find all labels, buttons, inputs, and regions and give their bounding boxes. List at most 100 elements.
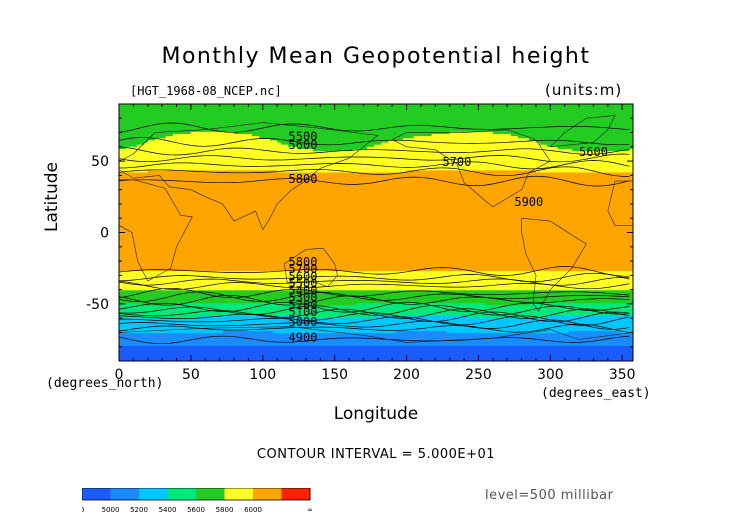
height-cell bbox=[154, 127, 160, 131]
height-cell bbox=[471, 166, 476, 169]
height-cell bbox=[625, 118, 630, 122]
height-cell bbox=[320, 127, 325, 131]
height-cell bbox=[417, 133, 422, 137]
height-cell bbox=[208, 151, 214, 154]
height-cell bbox=[172, 131, 178, 135]
height-cell bbox=[503, 163, 508, 167]
height-cell bbox=[352, 127, 357, 131]
height-cell bbox=[485, 138, 490, 142]
height-cell bbox=[187, 129, 192, 133]
height-cell bbox=[313, 170, 318, 174]
height-cell bbox=[410, 116, 415, 120]
height-cell bbox=[471, 133, 476, 137]
height-cell bbox=[327, 104, 332, 107]
height-cell bbox=[334, 159, 339, 163]
height-cell bbox=[568, 176, 573, 180]
height-cell bbox=[413, 123, 418, 127]
height-cell bbox=[356, 176, 361, 180]
height-cell bbox=[183, 174, 188, 178]
height-cell bbox=[395, 104, 400, 107]
height-cell bbox=[564, 116, 569, 120]
height-cell bbox=[291, 125, 296, 129]
height-cell bbox=[438, 112, 444, 116]
height-cell bbox=[230, 136, 235, 139]
height-cell bbox=[431, 168, 436, 171]
height-cell bbox=[316, 157, 321, 161]
height-cell bbox=[615, 144, 620, 148]
height-cell bbox=[604, 155, 609, 159]
height-cell bbox=[564, 170, 569, 174]
height-cell bbox=[226, 138, 232, 142]
height-cell bbox=[593, 146, 598, 150]
height-cell bbox=[172, 144, 178, 148]
height-cell bbox=[575, 172, 580, 176]
height-cell bbox=[453, 133, 458, 137]
height-cell bbox=[464, 133, 469, 137]
height-cell bbox=[273, 136, 278, 139]
height-cell bbox=[323, 131, 329, 135]
height-cell bbox=[489, 155, 494, 159]
height-cell bbox=[374, 125, 379, 129]
height-cell bbox=[198, 129, 203, 133]
height-cell bbox=[122, 114, 127, 118]
height-cell bbox=[147, 148, 152, 152]
height-cell bbox=[406, 144, 411, 148]
height-cell bbox=[543, 131, 548, 135]
height-cell bbox=[474, 108, 480, 112]
height-cell bbox=[216, 157, 221, 161]
height-cell bbox=[402, 110, 408, 114]
height-cell bbox=[122, 118, 127, 122]
height-cell bbox=[467, 161, 472, 165]
height-cell bbox=[295, 108, 300, 112]
height-cell bbox=[539, 114, 544, 118]
height-cell bbox=[402, 161, 408, 165]
height-cell bbox=[277, 168, 282, 171]
height-cell bbox=[309, 121, 314, 124]
height-cell bbox=[474, 116, 480, 120]
height-cell bbox=[579, 168, 584, 171]
height-cell bbox=[158, 133, 163, 137]
height-cell bbox=[273, 166, 278, 169]
height-cell bbox=[352, 172, 357, 176]
height-cell bbox=[165, 133, 170, 137]
height-cell bbox=[589, 127, 595, 131]
height-cell bbox=[359, 161, 365, 165]
height-cell bbox=[543, 148, 548, 152]
height-cell bbox=[147, 144, 152, 148]
height-cell bbox=[129, 133, 134, 137]
height-cell bbox=[158, 161, 163, 165]
height-cell bbox=[295, 104, 300, 107]
height-cell bbox=[589, 106, 595, 109]
height-cell bbox=[564, 166, 569, 169]
height-cell bbox=[589, 104, 595, 107]
height-cell bbox=[190, 159, 196, 163]
height-cell bbox=[251, 166, 257, 169]
height-cell bbox=[162, 104, 167, 107]
height-cell bbox=[208, 129, 214, 133]
height-cell bbox=[474, 168, 480, 171]
height-cell bbox=[600, 144, 605, 148]
height-cell bbox=[600, 148, 605, 152]
height-cell bbox=[367, 125, 372, 129]
height-cell bbox=[485, 118, 490, 122]
height-cell bbox=[205, 121, 210, 124]
height-cell bbox=[543, 174, 548, 178]
height-cell bbox=[593, 161, 598, 165]
height-cell bbox=[251, 136, 257, 139]
height-cell bbox=[147, 153, 152, 156]
height-cell bbox=[287, 129, 293, 133]
height-cell bbox=[507, 112, 512, 116]
height-cell bbox=[223, 108, 228, 112]
height-cell bbox=[180, 106, 185, 109]
height-cell bbox=[176, 174, 181, 178]
height-cell bbox=[496, 168, 501, 171]
height-cell bbox=[442, 176, 447, 180]
height-cell bbox=[205, 123, 210, 127]
height-cell bbox=[201, 140, 206, 144]
height-cell bbox=[165, 112, 170, 116]
height-cell bbox=[593, 127, 598, 131]
height-cell bbox=[514, 157, 519, 161]
height-cell bbox=[133, 131, 138, 135]
height-cell bbox=[176, 136, 181, 139]
height-cell bbox=[564, 146, 569, 150]
